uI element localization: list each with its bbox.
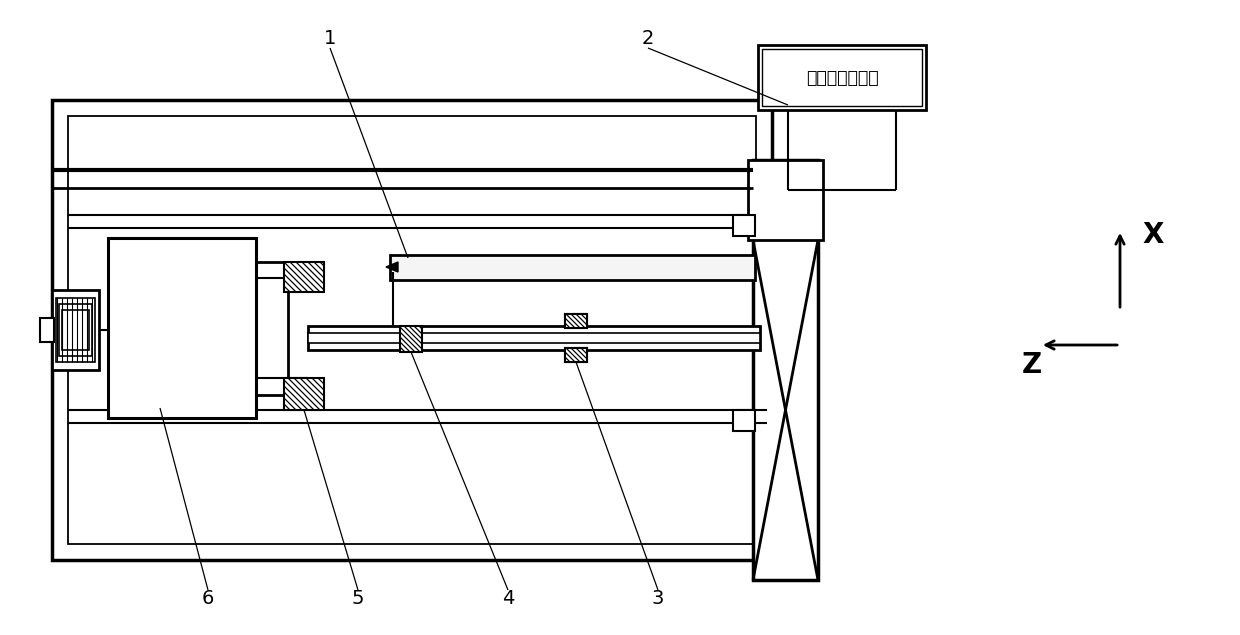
- Text: Z: Z: [1022, 351, 1042, 379]
- Bar: [763, 49, 923, 106]
- Bar: [40, 318, 55, 342]
- Bar: [52, 290, 99, 370]
- Bar: [758, 45, 926, 110]
- Text: 2: 2: [642, 29, 655, 48]
- Bar: [56, 298, 95, 362]
- Text: X: X: [1142, 221, 1163, 249]
- Bar: [308, 333, 760, 343]
- Bar: [401, 326, 422, 352]
- Bar: [391, 255, 755, 280]
- Bar: [565, 314, 587, 328]
- Bar: [565, 314, 587, 328]
- Bar: [284, 378, 324, 410]
- Bar: [52, 100, 773, 560]
- Bar: [565, 348, 587, 362]
- Text: 控制与显示单元: 控制与显示单元: [806, 69, 878, 86]
- Polygon shape: [386, 262, 398, 272]
- Bar: [60, 304, 92, 356]
- Bar: [748, 160, 823, 240]
- Bar: [308, 326, 760, 350]
- Bar: [108, 238, 255, 418]
- Text: 1: 1: [324, 29, 336, 48]
- Bar: [284, 262, 324, 292]
- Text: 3: 3: [652, 589, 665, 608]
- Text: 4: 4: [502, 589, 515, 608]
- Text: 5: 5: [352, 589, 365, 608]
- Bar: [62, 310, 89, 350]
- Bar: [733, 410, 755, 431]
- Bar: [565, 348, 587, 362]
- Text: 6: 6: [202, 589, 215, 608]
- Bar: [68, 116, 756, 544]
- Bar: [733, 215, 755, 236]
- Bar: [753, 160, 818, 580]
